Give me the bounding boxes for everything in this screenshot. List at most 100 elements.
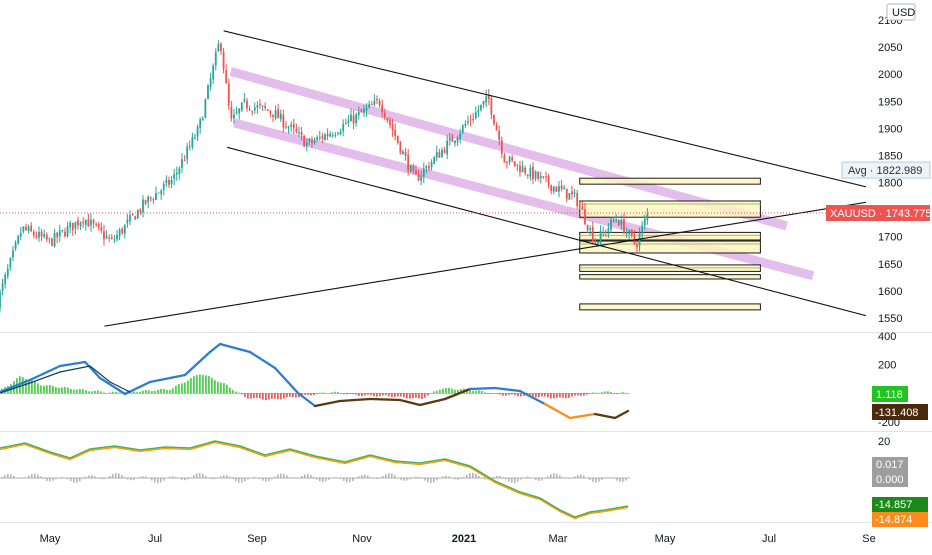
trendline[interactable] — [227, 146, 885, 320]
sr-zone[interactable] — [579, 200, 761, 218]
candle-body — [116, 234, 118, 240]
indicator-2-bar — [445, 475, 447, 478]
indicator-1-line — [568, 412, 597, 420]
indicator-2-bar — [130, 478, 132, 481]
indicator-2-bar — [442, 476, 444, 478]
candle-body — [321, 136, 324, 139]
histogram-bar — [373, 393, 375, 397]
currency-label: USD — [892, 7, 915, 19]
candle-body — [571, 191, 573, 195]
indicator-2-bar — [316, 478, 318, 480]
indicator-2-bar — [403, 478, 405, 481]
sr-zone[interactable] — [579, 274, 761, 280]
indicator-2-bar — [373, 478, 375, 479]
sr-zone[interactable] — [579, 303, 761, 311]
indicator-2-bar — [163, 478, 165, 481]
candle-body — [311, 139, 313, 143]
candle-body — [175, 172, 178, 175]
trendline[interactable] — [104, 196, 904, 327]
histogram-bar — [616, 393, 618, 394]
indicator-2-bar — [454, 478, 456, 480]
histogram-bar — [196, 375, 198, 394]
indicator-2-green — [0, 440, 629, 518]
candle-body — [563, 187, 566, 190]
candle-body — [376, 99, 378, 101]
ind2-level-1: 0.017 — [876, 459, 904, 471]
candle-body — [204, 99, 207, 118]
indicator-2-bar — [235, 478, 237, 482]
histogram-bar — [208, 376, 210, 394]
histogram-bar — [442, 388, 444, 394]
candle-body — [331, 135, 334, 137]
time-tick-label: May — [40, 533, 61, 545]
candle-body — [308, 139, 311, 142]
indicator-2-bar — [208, 477, 210, 479]
histogram-bar — [559, 393, 561, 398]
candle-body — [508, 156, 511, 163]
candle-body — [573, 192, 576, 194]
candle-body — [578, 205, 581, 207]
indicator-2-bar — [283, 473, 285, 478]
indicator-2-bar — [511, 478, 513, 483]
indicator-2-bar — [256, 477, 258, 479]
indicator-2-bar — [340, 478, 342, 480]
candle-body — [22, 226, 25, 232]
histogram-bar — [313, 393, 315, 396]
sr-zone[interactable] — [579, 240, 761, 254]
candle-body — [222, 51, 225, 70]
indicator-2-bar — [55, 478, 57, 480]
candle-body — [617, 220, 620, 226]
candle-body — [464, 124, 467, 126]
histogram-bar — [568, 393, 570, 398]
candle-body — [199, 119, 202, 128]
histogram-bar — [187, 380, 189, 394]
indicator-2-bar — [595, 478, 597, 483]
candle-body — [30, 225, 33, 232]
sr-zone[interactable] — [579, 231, 761, 241]
indicator-2-bar — [325, 478, 327, 482]
indicator-2-bar — [253, 477, 255, 478]
candle-body — [534, 171, 537, 179]
candle-body — [233, 114, 235, 119]
candle-body — [459, 133, 462, 139]
indicator-2-bar — [388, 473, 390, 478]
sr-zone[interactable] — [579, 177, 761, 185]
indicator-2-bar — [1, 477, 3, 478]
time-tick-label: 2021 — [452, 533, 476, 545]
currency-box[interactable] — [886, 3, 916, 21]
candle-body — [173, 174, 176, 179]
candle-body — [469, 119, 472, 121]
indicator-2-bar — [58, 477, 60, 479]
histogram-bar — [34, 381, 36, 394]
candle-body — [290, 124, 293, 127]
candle-body — [599, 231, 602, 244]
histogram-bar — [316, 393, 318, 394]
indicator-2-bar — [292, 478, 294, 479]
avg-label-box — [841, 161, 931, 179]
histogram-bar — [472, 390, 474, 394]
histogram-bar — [166, 389, 168, 394]
candle-body — [108, 237, 111, 239]
indicator-2-bar — [571, 478, 573, 479]
histogram-bar — [280, 393, 282, 400]
trendline[interactable] — [223, 30, 905, 196]
candle-body — [25, 226, 27, 230]
candle-body — [313, 140, 316, 144]
candle-body — [589, 228, 592, 230]
histogram-bar — [76, 389, 78, 394]
histogram-bar — [250, 393, 252, 399]
candle-body — [324, 134, 326, 141]
histogram-bar — [457, 389, 459, 394]
histogram-bar — [361, 393, 363, 397]
candle-body — [64, 231, 66, 237]
histogram-bar — [199, 374, 201, 394]
indicator-2-bar — [274, 476, 276, 478]
candle-body — [139, 209, 142, 213]
histogram-bar — [598, 392, 600, 394]
candle-body — [227, 83, 230, 106]
histogram-bar — [292, 393, 294, 398]
candle-body — [110, 237, 113, 239]
candle-body — [576, 193, 579, 207]
